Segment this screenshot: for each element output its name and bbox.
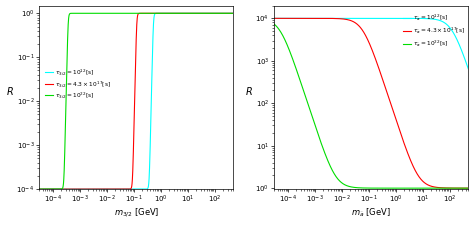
- $\tau_{\tilde{a}}=4.3\times10^{17}$[s]: [441, 187, 447, 189]
- Y-axis label: $R$: $R$: [245, 85, 253, 97]
- X-axis label: $m_{\tilde{a}}$ [GeV]: $m_{\tilde{a}}$ [GeV]: [351, 207, 391, 219]
- $\tau_{\tilde{a}}=10^{22}$[s]: [305, 102, 310, 105]
- $\tau_{\tilde{a}}=10^{12}$[s]: [462, 57, 467, 60]
- $\tau_{3/2}=10^{12}$[s]: [70, 188, 76, 190]
- $\tau_{\tilde{a}}=4.3\times10^{17}$[s]: [305, 17, 310, 20]
- $\tau_{3/2}=10^{12}$[s]: [231, 12, 237, 15]
- $\tau_{\tilde{a}}=4.3\times10^{17}$[s]: [271, 17, 277, 20]
- $\tau_{3/2}=4.3\times10^{17}$[s]: [36, 188, 42, 190]
- $\tau_{\tilde{a}}=4.3\times10^{17}$[s]: [462, 187, 467, 189]
- $\tau_{3/2}=4.3\times10^{17}$[s]: [227, 12, 233, 15]
- $\tau_{\tilde{a}}=10^{12}$[s]: [465, 68, 471, 71]
- Legend: $\tau_{\tilde{a}}=10^{12}$[s], $\tau_{\tilde{a}}=4.3\times10^{17}$[s], $\tau_{\t: $\tau_{\tilde{a}}=10^{12}$[s], $\tau_{\t…: [401, 10, 467, 51]
- $\tau_{\tilde{a}}=10^{22}$[s]: [465, 187, 471, 189]
- $\tau_{3/2}=10^{12}$[s]: [167, 12, 173, 15]
- $\tau_{\tilde{a}}=4.3\times10^{17}$[s]: [293, 17, 299, 20]
- Line: $\tau_{3/2}=10^{12}$[s]: $\tau_{3/2}=10^{12}$[s]: [39, 13, 234, 189]
- $\tau_{\tilde{a}}=10^{12}$[s]: [293, 17, 299, 20]
- $\tau_{3/2}=4.3\times10^{17}$[s]: [58, 188, 64, 190]
- $\tau_{\tilde{a}}=10^{22}$[s]: [441, 187, 447, 189]
- $\tau_{3/2}=4.3\times10^{17}$[s]: [231, 12, 237, 15]
- $\tau_{\tilde{a}}=10^{22}$[s]: [293, 68, 299, 71]
- $\tau_{3/2}=10^{22}$[s]: [36, 188, 42, 190]
- $\tau_{3/2}=10^{12}$[s]: [119, 188, 125, 190]
- $\tau_{\tilde{a}}=10^{22}$[s]: [354, 186, 360, 189]
- $\tau_{3/2}=10^{22}$[s]: [206, 12, 212, 15]
- $\tau_{\tilde{a}}=10^{12}$[s]: [441, 21, 447, 24]
- $\tau_{3/2}=10^{22}$[s]: [58, 188, 64, 190]
- $\tau_{\tilde{a}}=10^{12}$[s]: [271, 17, 277, 20]
- $\tau_{\tilde{a}}=10^{22}$[s]: [271, 23, 277, 25]
- $\tau_{3/2}=10^{22}$[s]: [119, 12, 125, 15]
- $\tau_{3/2}=10^{12}$[s]: [206, 12, 212, 15]
- $\tau_{\tilde{a}}=10^{12}$[s]: [305, 17, 310, 20]
- $\tau_{3/2}=10^{12}$[s]: [111, 188, 117, 190]
- $\tau_{3/2}=10^{12}$[s]: [58, 188, 64, 190]
- $\tau_{3/2}=10^{22}$[s]: [82, 12, 87, 15]
- $\tau_{\tilde{a}}=4.3\times10^{17}$[s]: [346, 19, 352, 21]
- X-axis label: $m_{3/2}$ [GeV]: $m_{3/2}$ [GeV]: [114, 207, 159, 219]
- $\tau_{\tilde{a}}=4.3\times10^{17}$[s]: [465, 187, 471, 189]
- Line: $\tau_{\tilde{a}}=4.3\times10^{17}$[s]: $\tau_{\tilde{a}}=4.3\times10^{17}$[s]: [274, 18, 468, 188]
- $\tau_{3/2}=10^{22}$[s]: [111, 12, 117, 15]
- Line: $\tau_{\tilde{a}}=10^{22}$[s]: $\tau_{\tilde{a}}=10^{22}$[s]: [274, 24, 468, 188]
- $\tau_{3/2}=4.3\times10^{17}$[s]: [150, 12, 156, 15]
- $\tau_{3/2}=4.3\times10^{17}$[s]: [111, 188, 117, 190]
- $\tau_{3/2}=4.3\times10^{17}$[s]: [70, 188, 76, 190]
- $\tau_{3/2}=10^{12}$[s]: [227, 12, 233, 15]
- $\tau_{\tilde{a}}=4.3\times10^{17}$[s]: [354, 23, 360, 25]
- $\tau_{\tilde{a}}=10^{12}$[s]: [346, 17, 352, 20]
- $\tau_{3/2}=10^{22}$[s]: [231, 12, 237, 15]
- Legend: $\tau_{3/2}=10^{12}$[s], $\tau_{3/2}=4.3\times10^{17}$[s], $\tau_{3/2}=10^{22}$[: $\tau_{3/2}=10^{12}$[s], $\tau_{3/2}=4.3…: [42, 65, 113, 103]
- Line: $\tau_{\tilde{a}}=10^{12}$[s]: $\tau_{\tilde{a}}=10^{12}$[s]: [274, 18, 468, 69]
- $\tau_{\tilde{a}}=10^{22}$[s]: [346, 185, 352, 188]
- Line: $\tau_{3/2}=4.3\times10^{17}$[s]: $\tau_{3/2}=4.3\times10^{17}$[s]: [39, 13, 234, 189]
- $\tau_{3/2}=4.3\times10^{17}$[s]: [119, 188, 125, 190]
- $\tau_{3/2}=10^{22}$[s]: [70, 12, 76, 15]
- $\tau_{3/2}=4.3\times10^{17}$[s]: [206, 12, 212, 15]
- Y-axis label: $R$: $R$: [6, 85, 13, 97]
- Line: $\tau_{3/2}=10^{22}$[s]: $\tau_{3/2}=10^{22}$[s]: [39, 13, 234, 189]
- $\tau_{3/2}=10^{12}$[s]: [36, 188, 42, 190]
- $\tau_{\tilde{a}}=10^{12}$[s]: [354, 17, 360, 20]
- $\tau_{3/2}=10^{22}$[s]: [227, 12, 233, 15]
- $\tau_{\tilde{a}}=10^{22}$[s]: [462, 187, 467, 189]
